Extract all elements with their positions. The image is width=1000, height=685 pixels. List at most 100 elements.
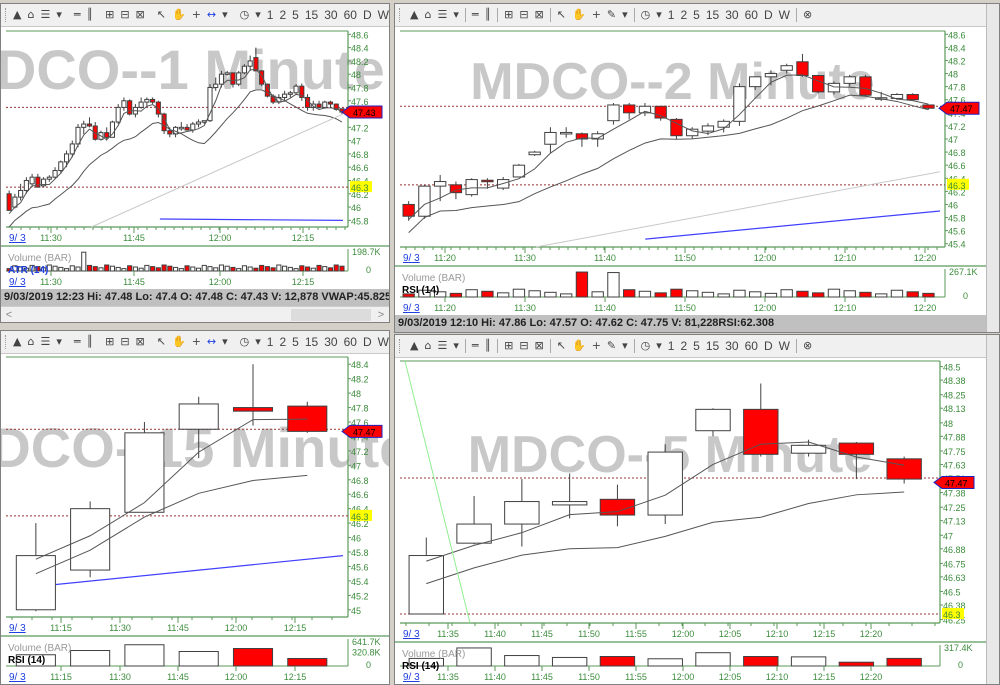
zoom-out-icon[interactable]: ⊟ (519, 8, 529, 21)
interval-button-d[interactable]: D (763, 8, 773, 22)
indicator-icon[interactable]: ☰ (40, 8, 51, 21)
interval-button-2[interactable]: 2 (279, 8, 287, 22)
cursor-icon[interactable]: ↖ (556, 8, 566, 21)
dropdown-icon[interactable]: ▾ (622, 8, 628, 21)
interval-button-d[interactable]: D (362, 335, 372, 349)
line-tool-icon[interactable]: ↔ (206, 8, 217, 21)
zoom-fit-icon[interactable]: ⊠ (534, 339, 544, 352)
draw-icon[interactable]: ⌂ (27, 8, 35, 21)
date-tag[interactable]: 9/ 3 (403, 303, 420, 314)
hand-icon[interactable]: ✋ (171, 335, 186, 348)
pencil-icon[interactable]: ✎ (606, 8, 617, 21)
interval-button-15[interactable]: 15 (705, 339, 720, 353)
interval-button-60[interactable]: 60 (343, 8, 357, 22)
cursor-icon[interactable]: ↖ (156, 8, 166, 21)
horizontal-lines-icon[interactable]: ═ (73, 335, 81, 348)
vertical-lines-icon[interactable]: ║ (86, 335, 94, 348)
crosshair-icon[interactable]: + (191, 8, 201, 21)
interval-button-w[interactable]: W (778, 339, 790, 353)
interval-button-2[interactable]: 2 (279, 335, 287, 349)
interval-button-60[interactable]: 60 (744, 8, 758, 22)
horizontal-scrollbar[interactable]: < > (1, 306, 389, 322)
interval-button-30[interactable]: 30 (725, 8, 739, 22)
zoom-fit-icon[interactable]: ⊠ (135, 8, 145, 21)
line-tool-icon[interactable]: ↔ (206, 335, 217, 348)
indicator-label[interactable]: RSI (14) (8, 655, 45, 666)
vertical-scrollbar[interactable] (986, 4, 999, 332)
interval-button-2[interactable]: 2 (680, 8, 688, 22)
toolbar-grip[interactable] (399, 8, 403, 22)
chart-canvas[interactable]: MDCO--2 Minute48.648.448.24847.847.647.4… (395, 26, 987, 315)
crosshair-icon[interactable]: + (591, 339, 601, 352)
indicator-icon[interactable]: ☰ (437, 8, 448, 21)
zoom-in-icon[interactable]: ⊞ (504, 8, 514, 21)
cursor-icon[interactable]: ↖ (156, 335, 166, 348)
dropdown-icon[interactable]: ▾ (453, 339, 459, 352)
chart-type-icon[interactable]: ▲ (410, 8, 419, 21)
pencil-icon[interactable]: ✎ (606, 339, 617, 352)
zoom-out-icon[interactable]: ⊟ (120, 335, 130, 348)
interval-button-2[interactable]: 2 (680, 339, 688, 353)
vertical-lines-icon[interactable]: ║ (484, 339, 492, 352)
zoom-out-icon[interactable]: ⊟ (120, 8, 130, 21)
interval-button-1[interactable]: 1 (667, 339, 675, 353)
horizontal-lines-icon[interactable]: ═ (73, 8, 81, 21)
interval-button-5[interactable]: 5 (292, 8, 299, 22)
interval-button-60[interactable]: 60 (343, 335, 357, 349)
vertical-scrollbar[interactable] (986, 335, 999, 684)
date-tag[interactable]: 9/ 3 (403, 672, 420, 683)
scroll-thumb[interactable] (291, 309, 371, 321)
date-tag[interactable]: 9/ 3 (9, 233, 26, 244)
toolbar-grip[interactable] (399, 339, 403, 353)
zoom-in-icon[interactable]: ⊞ (105, 8, 115, 21)
dropdown-icon[interactable]: ▾ (656, 339, 662, 352)
interval-button-30[interactable]: 30 (324, 335, 338, 349)
indicator-label[interactable]: ATR (14) (8, 265, 48, 276)
interval-button-15[interactable]: 15 (304, 8, 319, 22)
hand-icon[interactable]: ✋ (571, 339, 586, 352)
cursor-icon[interactable]: ↖ (556, 339, 566, 352)
chart-type-icon[interactable]: ▲ (410, 339, 419, 352)
dropdown-icon[interactable]: ▾ (656, 8, 662, 21)
vertical-lines-icon[interactable]: ║ (86, 8, 94, 21)
crosshair-icon[interactable]: + (591, 8, 601, 21)
interval-button-60[interactable]: 60 (744, 339, 758, 353)
interval-button-30[interactable]: 30 (324, 8, 338, 22)
interval-button-1[interactable]: 1 (667, 8, 675, 22)
dropdown-icon[interactable]: ▾ (222, 335, 228, 348)
dropdown-icon[interactable]: ▾ (56, 335, 62, 348)
interval-button-d[interactable]: D (763, 339, 773, 353)
crosshair-icon[interactable]: + (191, 335, 201, 348)
chart-type-icon[interactable]: ▲ (13, 8, 22, 21)
date-tag[interactable]: 9/ 3 (403, 629, 420, 640)
zoom-out-icon[interactable]: ⊟ (519, 339, 529, 352)
interval-button-5[interactable]: 5 (292, 335, 299, 349)
toolbar-grip[interactable] (5, 8, 6, 22)
interval-button-w[interactable]: W (778, 8, 790, 22)
clock-icon[interactable]: ◷ (640, 339, 651, 352)
scroll-right-icon[interactable]: > (377, 309, 385, 321)
interval-button-w[interactable]: W (377, 8, 389, 22)
clock-icon[interactable]: ◷ (239, 335, 250, 348)
close-chart-icon[interactable]: ⊗ (802, 8, 813, 21)
hand-icon[interactable]: ✋ (171, 8, 186, 21)
draw-icon[interactable]: ⌂ (424, 8, 432, 21)
hand-icon[interactable]: ✋ (571, 8, 586, 21)
interval-button-5[interactable]: 5 (693, 339, 700, 353)
interval-button-30[interactable]: 30 (725, 339, 739, 353)
dropdown-icon[interactable]: ▾ (453, 8, 459, 21)
clock-icon[interactable]: ◷ (640, 8, 651, 21)
interval-button-d[interactable]: D (362, 8, 372, 22)
date-tag[interactable]: 9/ 3 (403, 253, 420, 264)
interval-button-1[interactable]: 1 (266, 335, 274, 349)
date-tag[interactable]: 9/ 3 (9, 672, 26, 683)
indicator-label[interactable]: RSI (14) (402, 285, 439, 296)
indicator-icon[interactable]: ☰ (40, 335, 51, 348)
zoom-in-icon[interactable]: ⊞ (504, 339, 514, 352)
date-tag[interactable]: 9/ 3 (9, 277, 26, 288)
zoom-in-icon[interactable]: ⊞ (105, 335, 115, 348)
vertical-lines-icon[interactable]: ║ (484, 8, 492, 21)
dropdown-icon[interactable]: ▾ (255, 335, 261, 348)
interval-button-1[interactable]: 1 (266, 8, 274, 22)
